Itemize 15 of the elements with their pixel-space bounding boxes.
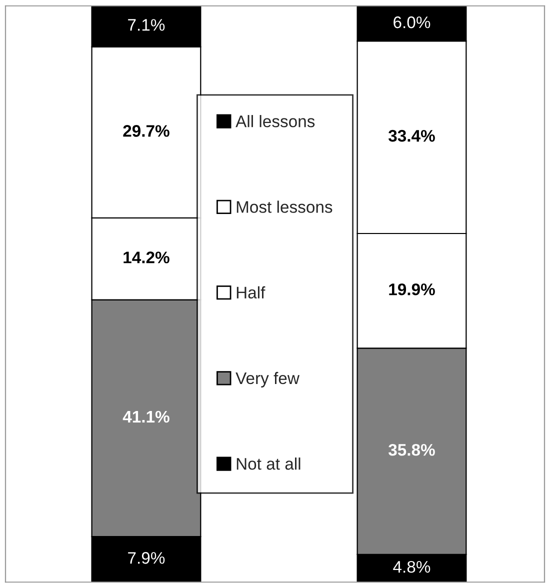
data-label: 35.8% [388,444,435,456]
data-label: 33.4% [388,130,435,142]
legend-label: Not at all [236,458,300,470]
data-label: 7.1% [128,19,165,31]
data-label: 19.9% [389,284,435,296]
legend-label: All lessons [236,115,315,128]
legend-label: Very few [236,372,300,388]
data-label: 29.7% [123,125,170,137]
data-label: 7.9% [128,552,165,564]
data-label: 41.1% [122,410,170,423]
data-label: 14.2% [124,252,170,264]
legend-label: Half [236,286,266,299]
data-label: 4.8% [393,560,430,573]
data-label: 6.0% [394,16,430,28]
legend-label: Most lessons [236,200,332,213]
